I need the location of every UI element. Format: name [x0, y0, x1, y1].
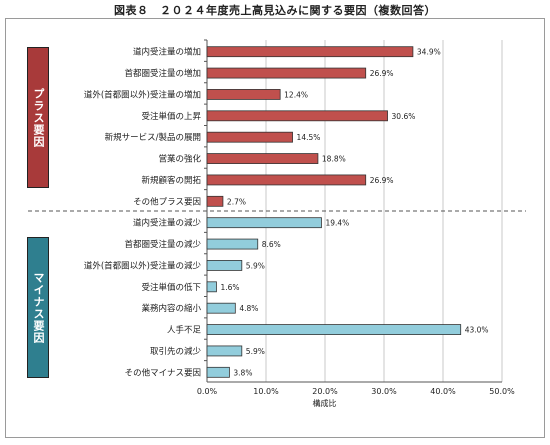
chart-frame	[5, 18, 545, 438]
bar	[206, 345, 243, 357]
value-label: 14.5%	[297, 133, 321, 142]
value-label: 30.6%	[392, 112, 416, 121]
category-label: 道外(首都圏以外)受注量の増加	[84, 89, 201, 100]
category-label: 新規顧客の開拓	[141, 175, 201, 186]
value-label: 19.4%	[325, 219, 349, 228]
value-label: 4.8%	[239, 304, 258, 313]
value-label: 26.9%	[370, 176, 394, 185]
category-label: 人手不足	[167, 325, 202, 336]
bar	[206, 217, 322, 229]
bar	[206, 195, 224, 207]
value-label: 34.9%	[417, 48, 441, 57]
value-label: 1.6%	[220, 283, 239, 292]
category-label: 受注単価の上昇	[141, 111, 201, 122]
value-label: 3.8%	[233, 368, 252, 377]
bar	[206, 260, 243, 271]
category-label: 新規サービス/製品の展開	[105, 132, 201, 143]
bar	[206, 174, 367, 186]
x-tick-label: 20.0%	[312, 387, 338, 396]
bar	[206, 324, 462, 335]
category-label: 道外(首都圏以外)受注量の減少	[84, 260, 202, 271]
x-tick-label: 10.0%	[253, 387, 279, 396]
category-label: その他マイナス要因	[125, 367, 201, 378]
bar	[206, 153, 319, 164]
bar	[206, 281, 217, 293]
value-label: 5.9%	[246, 261, 265, 270]
bar	[206, 238, 259, 250]
bar	[206, 89, 281, 100]
x-tick-label: 40.0%	[430, 387, 456, 396]
group-label-plus: プラス要因	[27, 47, 49, 188]
category-label: その他プラス要因	[133, 196, 201, 207]
bar	[206, 110, 388, 122]
category-label: 道内受注量の増加	[133, 47, 201, 58]
category-label: 取引先の減少	[150, 346, 202, 357]
value-label: 8.6%	[262, 240, 281, 249]
value-label: 18.8%	[322, 155, 346, 164]
category-label: 業務内容の縮小	[141, 303, 201, 314]
x-tick-label: 50.0%	[489, 387, 515, 396]
category-label: 営業の強化	[158, 154, 201, 165]
bar	[206, 366, 230, 378]
value-label: 26.9%	[370, 69, 394, 78]
bar	[206, 302, 236, 314]
bar	[206, 131, 293, 143]
value-label: 2.7%	[227, 197, 246, 206]
group-label-plus-text: プラス要因	[32, 87, 45, 148]
group-label-minus-text: マイナス要因	[32, 271, 45, 344]
value-label: 5.9%	[246, 347, 265, 356]
chart-title: 図表８ ２０２４年度売上高見込みに関する要因（複数回答）	[114, 4, 436, 17]
category-label: 道内受注量の減少	[133, 218, 202, 229]
value-label: 12.4%	[284, 90, 308, 99]
group-label-minus: マイナス要因	[27, 237, 49, 378]
value-label: 43.0%	[465, 326, 489, 335]
x-tick-label: 0.0%	[197, 387, 218, 396]
x-tick-label: 30.0%	[371, 387, 397, 396]
bar	[206, 46, 414, 58]
category-label: 受注単価の低下	[141, 282, 201, 293]
category-label: 首都圏受注量の減少	[124, 239, 201, 250]
x-axis-title: 構成比	[313, 398, 337, 408]
bar	[206, 67, 367, 79]
category-label: 首都圏受注量の増加	[124, 68, 201, 79]
